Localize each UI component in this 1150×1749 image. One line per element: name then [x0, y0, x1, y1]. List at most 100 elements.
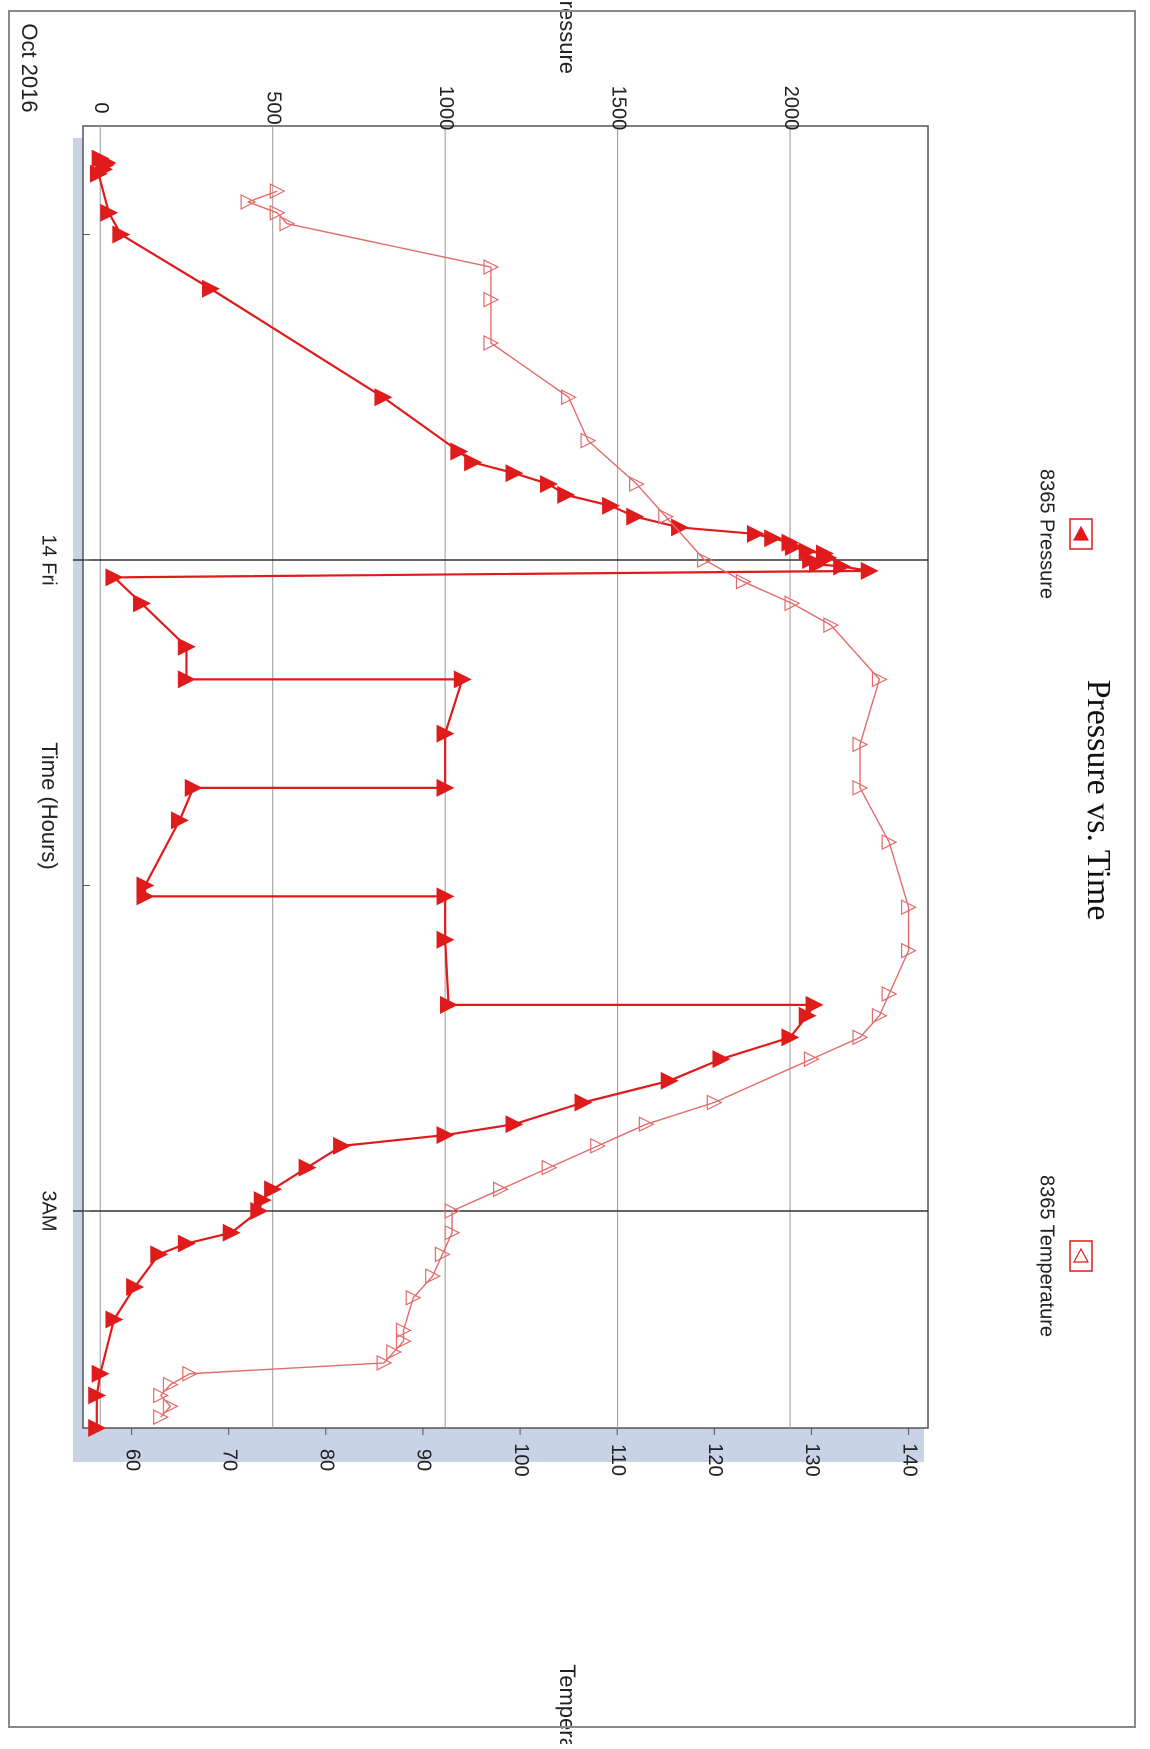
data-point [852, 779, 869, 796]
data-point [638, 1116, 655, 1133]
y2-tick-label: 90 [413, 1449, 435, 1471]
data-point [177, 637, 196, 656]
y2-tick-label: 120 [704, 1443, 726, 1476]
legend-label: 8365 Temperature [1036, 1175, 1058, 1337]
data-point [112, 225, 131, 244]
data-point [182, 1365, 199, 1382]
hollow-triangle-icon [1072, 1247, 1090, 1263]
data-point [781, 1028, 800, 1047]
data-point [264, 1180, 283, 1199]
x-tick-label: 3AM [38, 1190, 60, 1231]
chart-title: Pressure vs. Time [1080, 680, 1117, 921]
data-point [860, 561, 879, 580]
series-line [160, 190, 910, 1418]
data-point [658, 508, 675, 525]
filled-triangle-icon [1072, 525, 1090, 541]
data-point [386, 1344, 403, 1361]
data-point [881, 834, 898, 851]
figure-border [8, 10, 1136, 1728]
data-point [697, 552, 713, 568]
data-point [436, 930, 455, 949]
y-axis-label: Pressure [555, 0, 580, 74]
data-point [436, 724, 455, 743]
data-point [483, 335, 500, 351]
data-point [136, 876, 155, 895]
data-point [100, 203, 119, 222]
data-point [540, 475, 558, 494]
data-point [823, 617, 840, 634]
y2-tick-label: 130 [801, 1443, 823, 1476]
data-point [436, 1126, 455, 1145]
temperature-series [153, 183, 917, 1426]
data-point [871, 671, 888, 688]
data-point [871, 1007, 888, 1024]
y-tick-label: 500 [262, 91, 284, 124]
y-tick-label: 1500 [607, 86, 629, 131]
data-point [333, 1136, 352, 1155]
y2-tick-label: 80 [316, 1449, 338, 1471]
date-label: Oct 2016 [17, 23, 42, 112]
legend-swatch [1069, 1240, 1093, 1272]
data-point [170, 811, 189, 830]
data-point [450, 442, 469, 461]
data-point [376, 1354, 393, 1371]
data-point [133, 594, 151, 613]
axes: 0 500 1000 1500 2000 60 70 80 90 100 110 120 130 140 1… [38, 86, 921, 1477]
data-point [298, 1158, 317, 1177]
y2-tick-label: 60 [121, 1449, 143, 1471]
data-point [453, 670, 472, 689]
data-point [629, 476, 645, 493]
data-point [150, 1245, 169, 1264]
data-point [602, 496, 621, 515]
y2-axis-label: Temperature [555, 1664, 580, 1744]
data-point [153, 1409, 170, 1426]
data-point [89, 164, 108, 183]
data-point [444, 1224, 461, 1241]
y2-tick-label: 70 [218, 1449, 240, 1471]
data-point [833, 557, 852, 576]
data-point [852, 1029, 869, 1046]
data-point [269, 183, 286, 200]
data-point [250, 1202, 269, 1220]
data-point [660, 1071, 679, 1090]
data-point [162, 1376, 179, 1393]
y2-tick-label: 100 [510, 1443, 532, 1476]
data-point [505, 464, 524, 483]
data-point [374, 388, 393, 407]
data-point [91, 1364, 110, 1383]
data-point [803, 1051, 820, 1068]
data-point [126, 1277, 145, 1296]
data-point [253, 1191, 272, 1210]
data-point [574, 1093, 593, 1112]
data-point [580, 432, 597, 449]
data-point [784, 538, 803, 556]
data-point [177, 670, 196, 689]
data-point [395, 1322, 412, 1339]
y2-tick-label: 110 [607, 1444, 629, 1476]
y-tick-label: 1000 [435, 86, 457, 131]
legend-label: 8365 Pressure [1036, 469, 1058, 599]
y-tick-label: 2000 [780, 86, 802, 131]
data-point [279, 215, 296, 232]
data-point [798, 1006, 817, 1025]
data-point [626, 507, 645, 526]
data-point [561, 389, 577, 406]
data-point [177, 1234, 196, 1253]
data-point [735, 573, 752, 590]
data-point [105, 1310, 124, 1329]
data-point [881, 986, 898, 1002]
data-point [434, 1246, 451, 1263]
data-point [712, 1050, 731, 1069]
data-point [706, 1094, 723, 1111]
data-point [505, 1115, 524, 1134]
data-point [746, 524, 765, 543]
data-point [222, 1223, 241, 1242]
x-axis-label: Time (Hours) [37, 742, 62, 870]
data-point [436, 887, 455, 906]
data-point [852, 736, 869, 753]
legend: 8365 Pressure 8365 Temperature [1036, 469, 1093, 1337]
labels: Pressure vs. Time Pressure Temperature T… [17, 0, 1117, 1749]
data-point [153, 1387, 170, 1404]
